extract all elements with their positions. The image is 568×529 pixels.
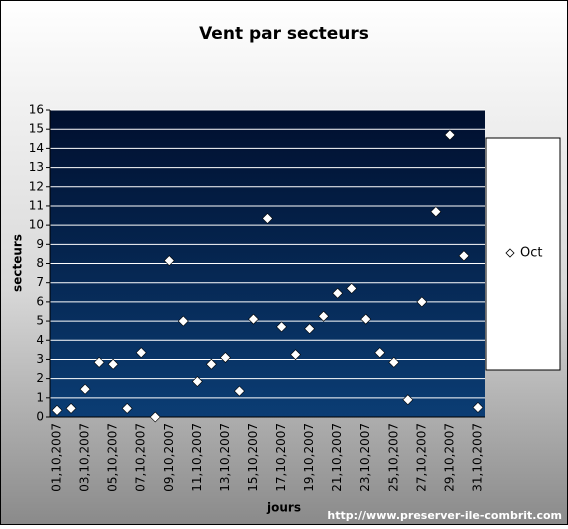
point <box>444 129 456 141</box>
point <box>262 212 273 224</box>
y-tick-label: 15 <box>29 122 44 136</box>
x-tick-label: 19,10,2007 <box>302 423 316 492</box>
y-tick-label: 2 <box>36 371 44 385</box>
point <box>107 358 119 370</box>
point <box>290 349 301 361</box>
y-tick-label: 7 <box>36 275 44 289</box>
point <box>374 347 386 359</box>
y-tick-label: 8 <box>36 256 44 270</box>
x-tick-label: 05,10,2007 <box>106 423 120 492</box>
point <box>248 313 259 325</box>
point <box>163 255 175 267</box>
point <box>332 287 344 299</box>
chart-title: Vent par secteurs <box>199 24 369 44</box>
x-tick-label: 01,10,2007 <box>50 423 64 492</box>
x-tick-label: 11,10,2007 <box>190 423 204 492</box>
x-tick-label: 03,10,2007 <box>78 423 92 492</box>
point <box>93 356 105 368</box>
y-tick-label: 5 <box>36 314 44 328</box>
x-tick-label: 13,10,2007 <box>218 423 232 492</box>
point <box>472 401 484 413</box>
y-tick-label: 1 <box>36 390 44 404</box>
point <box>121 402 133 414</box>
point <box>79 383 91 395</box>
x-tick-label: 15,10,2007 <box>246 423 260 492</box>
y-tick-label: 12 <box>29 179 44 193</box>
legend-marker <box>505 248 515 258</box>
y-tick-label: 4 <box>36 333 44 347</box>
y-tick-label: 9 <box>36 237 44 251</box>
point <box>458 250 470 262</box>
y-tick-label: 10 <box>29 218 44 232</box>
y-tick-label: 0 <box>36 410 44 424</box>
point <box>430 206 442 218</box>
point <box>205 358 217 370</box>
y-tick-label: 6 <box>36 294 44 308</box>
point <box>360 313 372 325</box>
legend-label: Oct <box>520 246 542 261</box>
x-tick-label: 25,10,2007 <box>386 423 400 492</box>
point <box>346 283 358 294</box>
y-tick-label: 3 <box>36 352 44 366</box>
y-tick-label: 14 <box>29 141 44 155</box>
point <box>51 404 63 416</box>
point <box>318 310 330 322</box>
x-tick-label: 07,10,2007 <box>134 423 148 492</box>
x-tick-label: 17,10,2007 <box>274 423 288 492</box>
x-tick-label: 29,10,2007 <box>442 423 456 492</box>
x-tick-label: 27,10,2007 <box>414 423 428 492</box>
point <box>219 352 231 363</box>
y-tick-label: 11 <box>29 198 44 212</box>
point <box>234 385 245 397</box>
x-tick-label: 23,10,2007 <box>358 423 372 492</box>
y-axis-label: secteurs <box>11 234 25 292</box>
source: http://www.preserver-ile-combrit.com <box>327 509 562 522</box>
x-tick-label: 31,10,2007 <box>470 423 484 492</box>
point <box>177 315 189 327</box>
x-tick-label: 21,10,2007 <box>330 423 344 492</box>
point <box>388 356 400 368</box>
point <box>276 321 287 333</box>
x-tick-label: 09,10,2007 <box>162 423 176 492</box>
legend <box>485 137 561 371</box>
x-axis-label: jours <box>266 501 301 515</box>
point <box>191 376 203 387</box>
point <box>402 394 414 406</box>
point <box>149 411 161 423</box>
y-tick-label: 13 <box>29 160 44 174</box>
y-tick-label: 16 <box>29 103 44 117</box>
point <box>416 296 428 308</box>
point <box>65 402 77 414</box>
point <box>304 323 316 335</box>
point <box>135 347 147 359</box>
